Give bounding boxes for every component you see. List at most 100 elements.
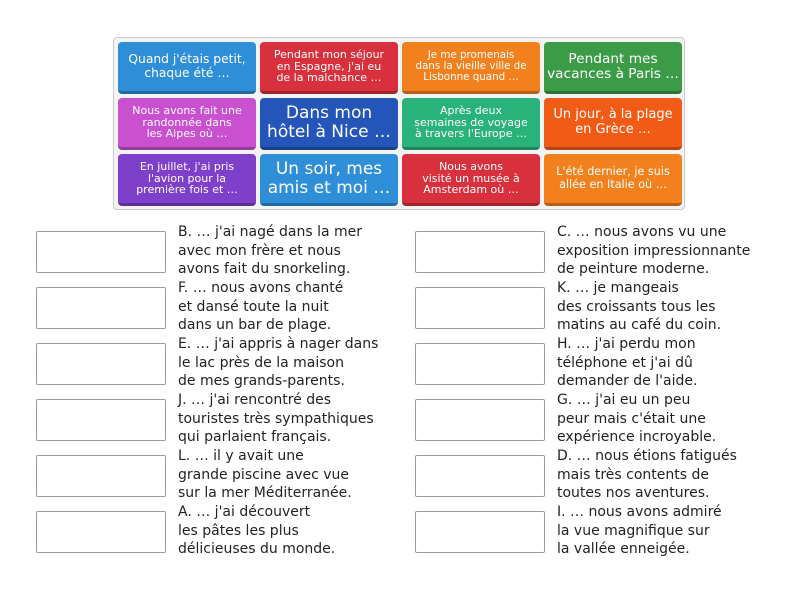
word-tile[interactable]: Un soir, mes amis et moi … (260, 154, 398, 206)
tile-text: l'avion pour la (147, 171, 227, 185)
answer-text: G. … j'ai eu un peu peur mais c'était une… (557, 391, 716, 447)
answer-line: grande piscine avec vue (178, 466, 350, 483)
tile-text: Un soir, mes (275, 159, 383, 180)
answer-text: I. … nous avons admiré la vue magnifique … (557, 503, 722, 559)
tile-text: Nous avons (439, 159, 503, 173)
tile-text: dans la vieille ville de (415, 59, 527, 72)
tile-text: Quand j'étais petit, (128, 52, 246, 67)
answer-text: D. … nous étions fatigués mais très conte… (557, 447, 737, 503)
answer-line: K. … je mangeais (557, 280, 679, 296)
tile-text: visité un musée à (422, 171, 520, 185)
word-tile[interactable]: Dans mon hôtel à Nice … (260, 98, 398, 150)
answer-line: I. … nous avons admiré (557, 504, 722, 520)
answer-line: B. … j'ai nagé dans la mer (178, 224, 363, 240)
tile-text: Dans mon (285, 103, 373, 124)
answer-line: H. … j'ai perdu mon (557, 336, 696, 352)
answer-line: des croissants tous les (557, 298, 716, 315)
tile-text: semaines de voyage (414, 115, 528, 129)
drop-box[interactable] (36, 399, 166, 441)
answer-line: de peinture moderne. (557, 261, 710, 277)
tile-text: Un jour, à la plage (553, 107, 673, 123)
word-tile[interactable]: Après deux semaines de voyage à travers l'… (402, 98, 540, 150)
answer-text: E. … j'ai appris à nager dans le lac près… (178, 335, 378, 391)
tile-text: en Espagne, j'ai eu (276, 59, 382, 73)
word-tile[interactable]: Nous avons visité un musée à Amsterdam où … (402, 154, 540, 206)
answer-line: C. … nous avons vu une (557, 224, 727, 240)
word-tile[interactable]: Quand j'étais petit, chaque été … (118, 42, 256, 94)
answer-line: délicieuses du monde. (178, 541, 336, 557)
answer-line: demander de l'aide. (557, 373, 698, 389)
answer-line: avons fait du snorkeling. (178, 261, 351, 277)
tile-text: chaque été … (144, 65, 230, 80)
answer-line: E. … j'ai appris à nager dans (178, 336, 379, 352)
answer-text: L. … il y avait une grande piscine avec v… (178, 447, 352, 503)
answer-line: L. … il y avait une (178, 448, 304, 464)
word-tile[interactable]: Je me promenais dans la vieille ville de L… (402, 42, 540, 94)
tile-text: En juillet, j'ai pris (139, 159, 235, 173)
answer-line: les pâtes les plus (178, 522, 299, 539)
answer-line: expérience incroyable. (557, 429, 717, 445)
answer-text: H. … j'ai perdu mon téléphone et j'ai dû d… (557, 335, 697, 391)
drop-box[interactable] (415, 399, 545, 441)
drop-box[interactable] (415, 231, 545, 273)
tile-text: Pendant mon séjour (273, 47, 385, 61)
tile-text: vacances à Paris … (547, 65, 679, 82)
tile-text: Pendant mes (568, 50, 658, 67)
drop-box[interactable] (36, 343, 166, 385)
answer-line: mais très contents de (557, 466, 709, 483)
answer-line: peur mais c'était une (557, 410, 706, 427)
drop-box[interactable] (36, 455, 166, 497)
tile-text: Après deux (439, 103, 502, 117)
answer-line: G. … j'ai eu un peu (557, 392, 691, 408)
answer-line: toutes nos aventures. (557, 485, 710, 501)
tile-text: première fois et … (136, 183, 238, 197)
word-tile[interactable]: Nous avons fait une randonnée dans les Alp… (118, 98, 256, 150)
answer-line: le lac près de la maison (178, 354, 344, 371)
drop-box[interactable] (415, 343, 545, 385)
drop-box[interactable] (36, 231, 166, 273)
drop-box[interactable] (36, 511, 166, 553)
tile-text: les Alpes où … (146, 127, 228, 141)
answer-line: touristes très sympathiques (178, 410, 374, 427)
word-tile[interactable]: L'été dernier, je suis allée en Italie où… (544, 154, 682, 206)
word-tile[interactable]: En juillet, j'ai pris l'avion pour la prem… (118, 154, 256, 206)
answer-text: C. … nous avons vu une exposition impress… (557, 223, 750, 279)
answer-line: J. … j'ai rencontré des (178, 392, 332, 408)
drop-box[interactable] (36, 287, 166, 329)
answer-line: et dansé toute la nuit (178, 298, 329, 315)
drop-box[interactable] (415, 287, 545, 329)
answer-line: la vallée enneigée. (557, 541, 690, 557)
tile-text: à travers l'Europe … (414, 127, 528, 141)
word-tile[interactable]: Un jour, à la plage en Grèce … (544, 98, 682, 150)
tile-text: hôtel à Nice … (267, 121, 391, 142)
answer-text: B. … j'ai nagé dans la mer avec mon frère… (178, 223, 362, 279)
answer-line: la vue magnifique sur (557, 522, 710, 539)
tile-text: de la malchance … (276, 71, 382, 85)
answer-line: exposition impressionnante (557, 242, 751, 259)
answer-line: D. … nous étions fatigués (557, 448, 737, 464)
tile-text: amis et moi … (267, 177, 391, 198)
answer-line: avec mon frère et nous (178, 242, 341, 259)
tile-text: Je me promenais (427, 48, 515, 61)
word-tile[interactable]: Pendant mes vacances à Paris … (544, 42, 682, 94)
answer-text: J. … j'ai rencontré des touristes très sy… (178, 391, 374, 447)
tile-text: randonnée dans (142, 115, 232, 129)
answer-text: A. … j'ai découvert les pâtes les plus dél… (178, 503, 335, 559)
answer-text: K. … je mangeais des croissants tous les m… (557, 279, 721, 335)
tile-text: L'été dernier, je suis (556, 165, 670, 179)
word-tile[interactable]: Pendant mon séjour en Espagne, j'ai eu de … (260, 42, 398, 94)
answer-text: F. … nous avons chanté et dansé toute la … (178, 279, 343, 335)
answer-line: téléphone et j'ai dû (557, 354, 693, 371)
answer-line: F. … nous avons chanté (178, 280, 344, 296)
tile-text: Amsterdam où … (423, 183, 519, 197)
tile-text: en Grèce … (575, 121, 651, 137)
tile-text: allée en Italie où … (559, 177, 667, 191)
answer-line: sur la mer Méditerranée. (178, 485, 352, 501)
answer-line: de mes grands-parents. (178, 373, 345, 389)
answer-line: matins au café du coin. (557, 317, 722, 333)
answer-line: A. … j'ai découvert (178, 504, 311, 520)
drop-box[interactable] (415, 511, 545, 553)
answer-line: dans un bar de plage. (178, 317, 332, 333)
tile-text: Nous avons fait une (132, 103, 242, 117)
drop-box[interactable] (415, 455, 545, 497)
